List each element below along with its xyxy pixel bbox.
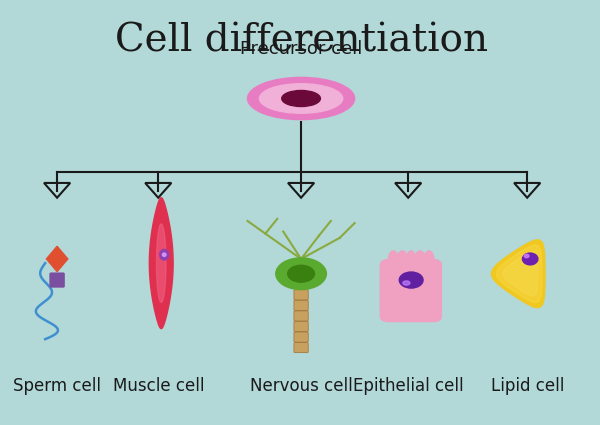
Ellipse shape <box>259 84 343 113</box>
FancyBboxPatch shape <box>294 332 308 342</box>
Ellipse shape <box>524 254 529 258</box>
Text: Precursor cell: Precursor cell <box>240 40 362 58</box>
Polygon shape <box>496 245 542 303</box>
Ellipse shape <box>282 91 320 107</box>
Ellipse shape <box>523 253 538 265</box>
Text: Nervous cell: Nervous cell <box>250 377 352 395</box>
Ellipse shape <box>248 77 355 119</box>
FancyBboxPatch shape <box>294 321 308 332</box>
FancyBboxPatch shape <box>380 259 442 322</box>
Ellipse shape <box>389 251 398 267</box>
FancyBboxPatch shape <box>294 300 308 310</box>
FancyBboxPatch shape <box>294 290 308 300</box>
Ellipse shape <box>163 253 166 256</box>
Ellipse shape <box>160 249 169 260</box>
Ellipse shape <box>406 251 416 267</box>
Text: Cell differentiation: Cell differentiation <box>115 23 488 60</box>
Ellipse shape <box>403 281 410 285</box>
Text: Muscle cell: Muscle cell <box>113 377 204 395</box>
Polygon shape <box>46 246 68 272</box>
Polygon shape <box>491 240 545 308</box>
FancyBboxPatch shape <box>49 272 65 288</box>
Text: Lipid cell: Lipid cell <box>491 377 564 395</box>
FancyBboxPatch shape <box>294 343 308 353</box>
Ellipse shape <box>415 251 425 267</box>
Ellipse shape <box>397 251 407 267</box>
Polygon shape <box>149 198 173 329</box>
Polygon shape <box>503 252 538 296</box>
Ellipse shape <box>399 272 423 288</box>
Polygon shape <box>157 224 166 303</box>
Text: Sperm cell: Sperm cell <box>13 377 101 395</box>
Ellipse shape <box>287 265 314 282</box>
FancyBboxPatch shape <box>294 311 308 321</box>
Text: Epithelial cell: Epithelial cell <box>353 377 464 395</box>
Ellipse shape <box>276 258 326 289</box>
Ellipse shape <box>424 251 434 267</box>
